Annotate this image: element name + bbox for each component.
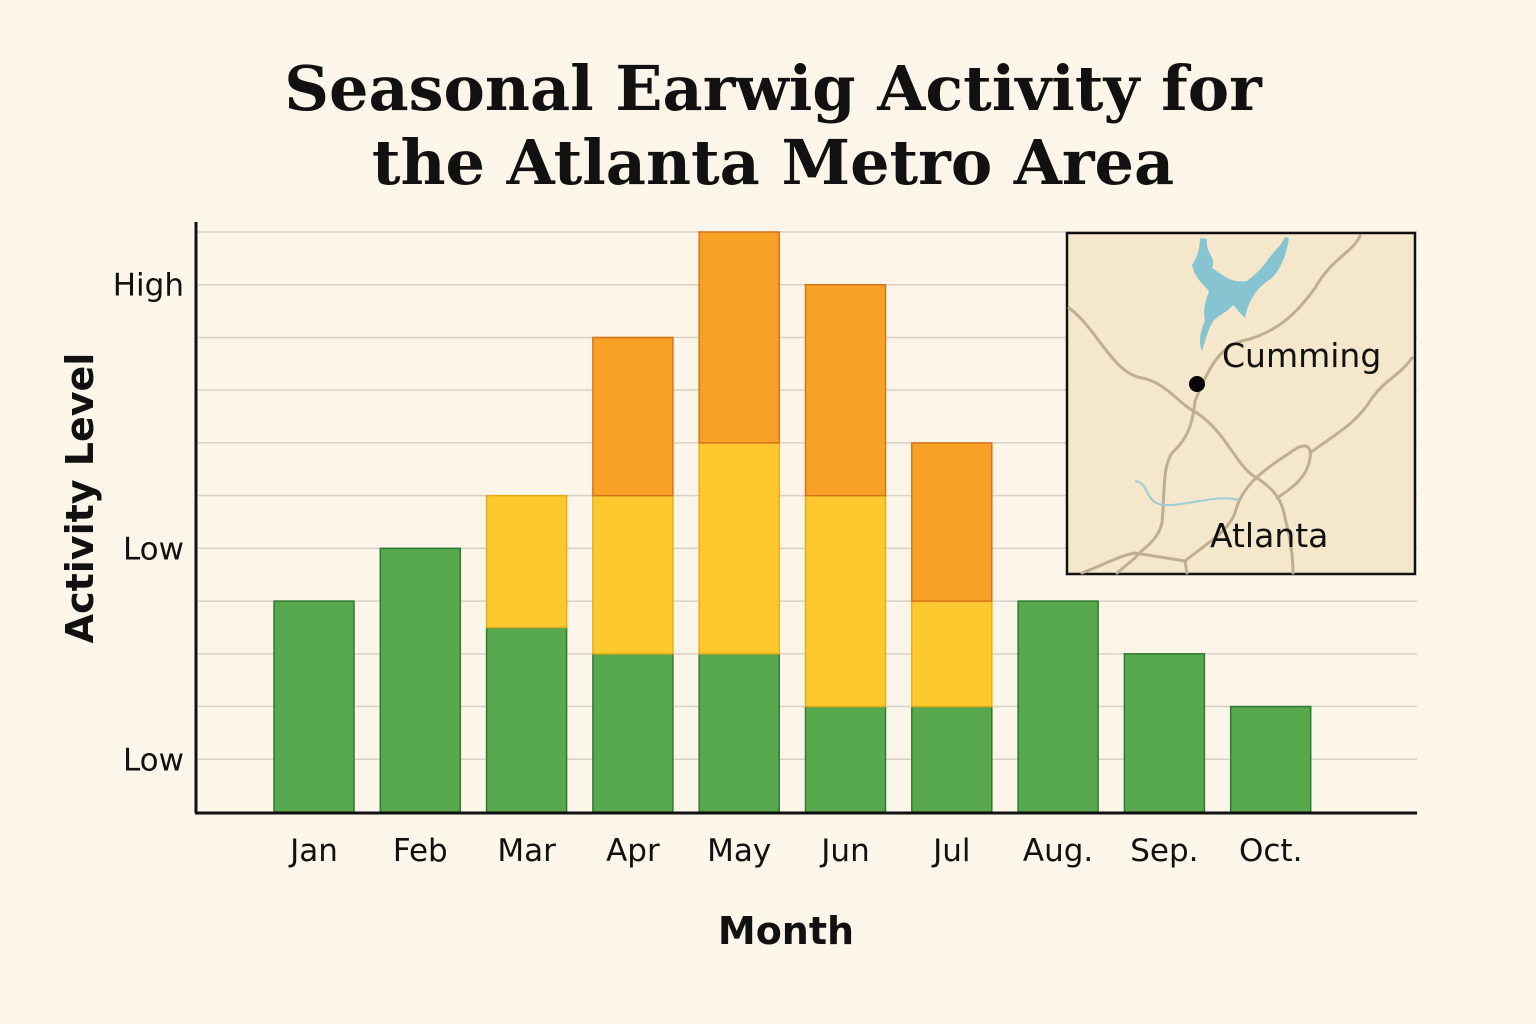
x-tick-label: Aug. <box>1023 833 1093 869</box>
x-tick-label: Apr <box>606 833 660 869</box>
bar-segment-jun-1 <box>804 494 887 708</box>
chart-title-line-1: Seasonal Earwig Activity for <box>284 52 1262 125</box>
bar-segment-jan-0 <box>273 600 355 813</box>
x-tick-label: Jan <box>288 833 338 869</box>
bar-segment-jul-0 <box>911 705 993 813</box>
x-tick-label: May <box>707 833 771 869</box>
chart-title: Seasonal Earwig Activity for the Atlanta… <box>0 52 1536 200</box>
x-tick-label: Sep. <box>1130 833 1198 869</box>
map-river <box>1134 480 1240 507</box>
x-tick-label: Jul <box>931 833 970 869</box>
x-tick-label: Mar <box>497 833 556 869</box>
bar-segment-aug-0 <box>1017 600 1099 813</box>
bar-segment-apr-1 <box>592 494 674 655</box>
x-tick-labels: Jan Feb Mar Apr May Jun Jul Aug. Sep. Oct. <box>288 833 1302 869</box>
bar-segment-sep-0 <box>1123 653 1206 813</box>
map-label-atlanta: Atlanta <box>1210 516 1328 555</box>
bar-segment-jul-1 <box>911 600 993 708</box>
map-lake <box>1192 237 1289 351</box>
map-roads <box>1067 234 1414 575</box>
bar-segment-jun-2 <box>804 283 887 497</box>
bar-segment-oct-0 <box>1229 705 1312 813</box>
bar-segment-jul-2 <box>911 442 993 602</box>
bar-segment-feb-0 <box>379 547 462 813</box>
x-tick-label: Feb <box>393 833 448 869</box>
y-axis-label: Activity Level <box>58 353 102 644</box>
x-tick-label: Jun <box>819 833 869 869</box>
axes <box>194 222 1417 815</box>
bar-segment-mar-0 <box>485 626 568 813</box>
bar-segment-jun-0 <box>804 705 887 813</box>
map-label-cumming: Cumming <box>1222 336 1381 375</box>
y-tick-labels: High Low Low <box>113 268 184 779</box>
bar-segment-apr-0 <box>592 653 674 813</box>
bar-segment-mar-1 <box>485 494 568 629</box>
inset-map: Cumming Atlanta <box>1065 231 1417 576</box>
chart-title-line-2: the Atlanta Metro Area <box>371 126 1175 199</box>
bar-segment-apr-2 <box>592 336 674 497</box>
y-tick-label: High <box>113 268 184 304</box>
x-axis-label: Month <box>718 909 854 953</box>
bar-segment-may-0 <box>698 653 780 813</box>
bar-segment-may-1 <box>698 442 780 655</box>
bars <box>273 231 1312 813</box>
y-tick-label: Low <box>123 531 184 567</box>
cumming-marker <box>1189 376 1205 392</box>
x-tick-label: Oct. <box>1239 833 1302 869</box>
bar-segment-may-2 <box>698 231 780 444</box>
y-tick-label: Low <box>123 742 184 778</box>
